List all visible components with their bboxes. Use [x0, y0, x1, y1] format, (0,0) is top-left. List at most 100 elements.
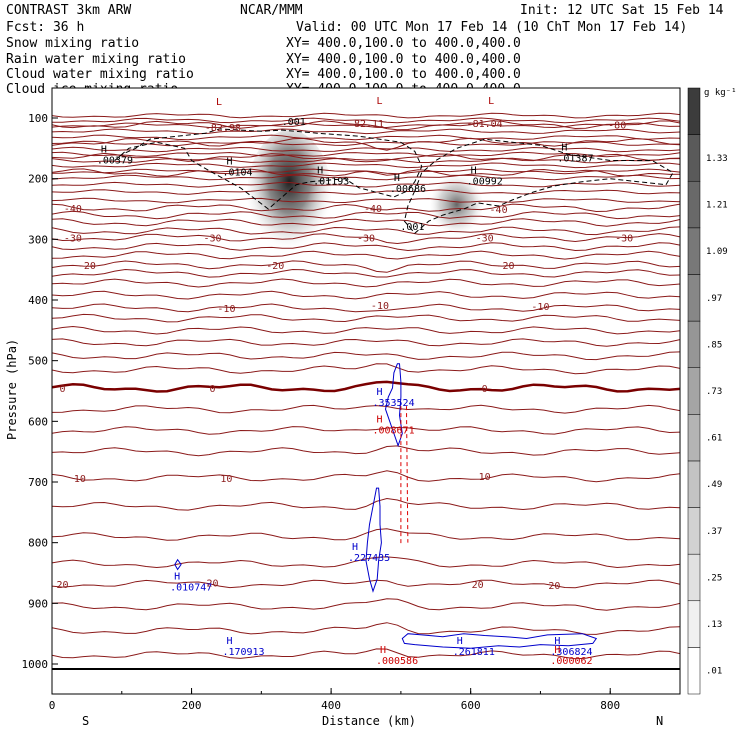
- colorbar-bin: [687, 87, 701, 135]
- field-rain-xy: XY= 400.0,100.0 to 400.0,400.0: [286, 52, 521, 67]
- isotherm-line: [52, 648, 680, 660]
- colorbar-level: .85: [706, 340, 722, 350]
- extremum-mark: H: [317, 166, 323, 177]
- isotherm-line: [52, 134, 680, 141]
- isotherm-line: [52, 325, 680, 335]
- y-tick-label: 400: [28, 294, 48, 307]
- y-tick-label: 800: [28, 537, 48, 550]
- temperature-label: 10: [479, 472, 491, 483]
- colorbar-bin: [687, 274, 701, 322]
- extremum-value: .01193: [313, 177, 349, 188]
- colorbar-level: .25: [706, 573, 722, 583]
- y-tick-label: 100: [28, 112, 48, 125]
- x-tick-label: 200: [182, 699, 202, 712]
- extremum-mark: H: [561, 143, 567, 154]
- isotherm--70: [52, 137, 680, 151]
- temperature-contours: [52, 112, 680, 660]
- extremum-value: .261811: [453, 647, 495, 658]
- isotherm-line: [52, 250, 680, 260]
- colorbar-bin: [687, 320, 701, 368]
- temperature-label: -30: [476, 234, 494, 245]
- extremum-mark: H: [352, 542, 358, 553]
- isotherm-line: [52, 598, 680, 611]
- isotherm-label--80: -80: [608, 121, 626, 132]
- isotherm-line: [52, 162, 680, 169]
- extremum-mark: H: [376, 387, 382, 398]
- temperature-label: 20: [548, 581, 560, 592]
- model-title: CONTRAST 3km ARW: [6, 3, 131, 18]
- colorbar-bin: [687, 553, 701, 602]
- isotherm-line: [52, 117, 680, 124]
- ice-contour: [114, 128, 423, 210]
- y-tick-label: 1000: [22, 658, 49, 671]
- isotherm--20: [52, 260, 680, 273]
- extremum-mark: H: [376, 414, 382, 425]
- y-tick-label: 300: [28, 233, 48, 246]
- colorbar-level: .37: [706, 527, 722, 537]
- extremum-mark: H: [554, 645, 560, 656]
- y-tick-label: 200: [28, 173, 48, 186]
- temperature-labels: -82.98 -82.11 -81.04 -40 -40 -30 -30 -30 -30 -20 -…: [56, 119, 633, 592]
- isotherm-line: [52, 128, 680, 135]
- colorbar-bin: [687, 507, 701, 555]
- temperature-label: -30: [615, 234, 633, 245]
- x-tick-label: 400: [321, 699, 341, 712]
- colorbar-bin: [687, 647, 701, 695]
- extremum-mark: H: [174, 572, 180, 583]
- isotherm-line: [52, 351, 680, 361]
- cloud-water-contour: [384, 363, 403, 448]
- isotherm-line: [52, 278, 680, 288]
- temperature-label: 10: [220, 474, 232, 485]
- isotherm-line: [52, 497, 680, 511]
- extremum-mark: H: [471, 166, 477, 177]
- colorbar-bin: [687, 600, 701, 648]
- y-tick-label: 500: [28, 355, 48, 368]
- x-tick-label: 800: [600, 699, 620, 712]
- cloud-water-contour: [401, 633, 598, 649]
- isotherm-line: [52, 528, 680, 541]
- temperature-label: -30: [357, 234, 375, 245]
- isotherm-line: [52, 290, 680, 300]
- temperature-label: -82.11: [348, 119, 384, 130]
- extremum-value: .010747: [170, 583, 212, 594]
- extremum-value: .000062: [550, 656, 592, 667]
- colorbar: .01 .13 .25 .37 .49 .61 .73 .85 .97 1.09 1.21 1.33: [687, 87, 728, 695]
- isotherm--40: [52, 203, 680, 213]
- colorbar-level: .49: [706, 480, 722, 490]
- cloud-water-contour: [174, 558, 182, 571]
- isotherm-line: [52, 157, 680, 164]
- isotherm--80: [52, 120, 680, 131]
- y-axis-label: Pressure (hPa): [5, 339, 19, 440]
- isotherm--50: [52, 168, 680, 177]
- temperature-label: -10: [531, 302, 549, 313]
- extremum-value: .01387: [557, 154, 593, 165]
- y-tick-label: 700: [28, 476, 48, 489]
- isotherm-line: [52, 426, 680, 435]
- extremum-mark: H: [226, 157, 232, 168]
- colorbar-bin: [687, 227, 701, 275]
- cloud-water-contour: [365, 487, 382, 593]
- extremum-value: .00686: [390, 184, 426, 195]
- temperature-label: 0: [209, 384, 215, 395]
- y-tick-label: 900: [28, 597, 48, 610]
- x-tick-label: 600: [461, 699, 481, 712]
- temperature-label: -82.98: [205, 123, 241, 134]
- colorbar-level: .13: [706, 620, 722, 630]
- extremum-mark: H: [226, 636, 232, 647]
- isotherm-line: [52, 268, 680, 278]
- cloud-ice-contours: [114, 128, 674, 235]
- extremum-value: .008671: [372, 425, 414, 436]
- isotherm-line: [52, 146, 680, 153]
- y-tick-label: 600: [28, 415, 48, 428]
- field-rain: Rain water mixing ratio: [6, 52, 186, 67]
- colorbar-level: .01: [706, 667, 722, 677]
- isotherm-label-10: 10: [74, 474, 86, 485]
- colorbar-bin: [687, 460, 701, 508]
- temperature-label: -30: [203, 234, 221, 245]
- isotherm-line: [52, 181, 680, 188]
- isotherm-label--10: -10: [217, 304, 235, 315]
- temperature-label: -10: [371, 301, 389, 312]
- rain-contour: [405, 406, 409, 543]
- forecast-hour: Fcst: 36 h: [6, 20, 84, 35]
